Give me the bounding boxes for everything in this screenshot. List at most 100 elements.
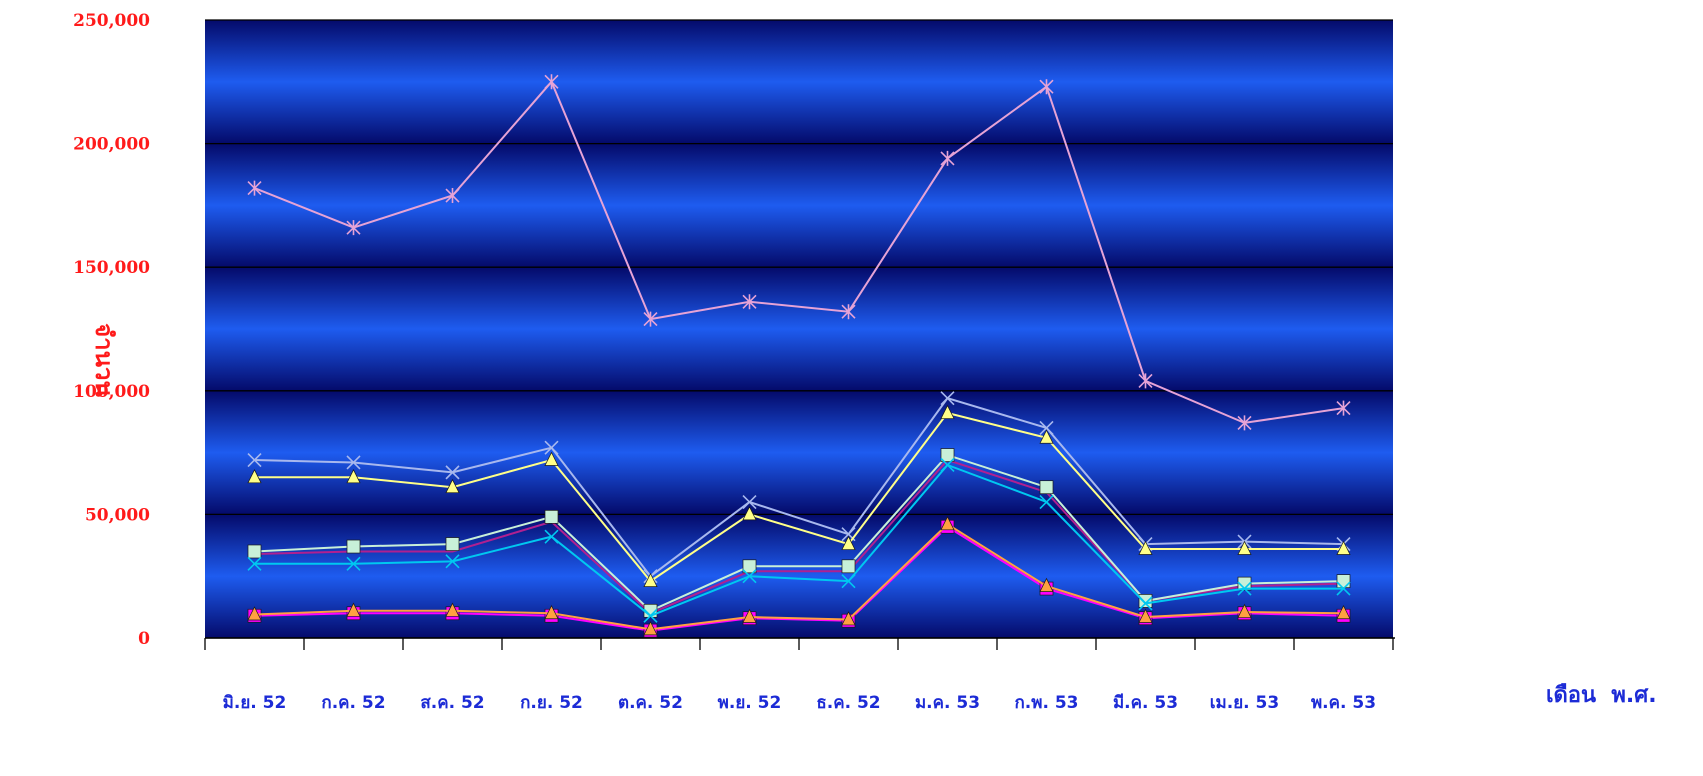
y-tick-label: 100,000 (73, 382, 150, 402)
data-point (940, 404, 955, 419)
data-point (1039, 494, 1054, 510)
data-point (940, 150, 955, 166)
data-point (1039, 420, 1054, 435)
x-axis-label: เดือน พ.ศ. (1546, 683, 1657, 708)
series-8 (247, 516, 1351, 636)
data-point (742, 608, 757, 623)
series-line (254, 525, 1344, 632)
data-point (1237, 603, 1252, 618)
x-tick-label: พ.ย. 52 (718, 693, 782, 713)
data-point (940, 391, 955, 406)
y-tick-label: 200,000 (73, 135, 150, 155)
data-point (346, 556, 361, 571)
data-point (1237, 415, 1252, 431)
plot-band (205, 20, 1393, 144)
data-point (544, 74, 559, 90)
data-point (1039, 480, 1054, 495)
plot-band (205, 143, 1393, 268)
data-point (247, 556, 262, 571)
x-tick-label: ส.ค. 52 (420, 693, 484, 713)
data-point (1039, 577, 1054, 592)
x-tick-label: มิ.ย. 52 (223, 693, 287, 713)
data-point (1336, 400, 1351, 416)
data-point (841, 611, 856, 626)
x-tick-label: ม.ค. 53 (915, 693, 980, 713)
data-point (1039, 429, 1054, 444)
data-point (346, 602, 361, 617)
data-point (1138, 596, 1153, 611)
plot-area (205, 20, 1393, 638)
data-point (346, 455, 361, 470)
data-point (1237, 540, 1252, 555)
series-line (254, 453, 1344, 612)
data-point (841, 559, 856, 574)
data-point (445, 465, 460, 480)
data-point (1237, 581, 1252, 596)
series-line (254, 397, 1344, 578)
x-tick-label: พ.ค. 53 (1311, 693, 1376, 713)
data-point (346, 539, 361, 554)
data-point (247, 606, 262, 621)
data-point (841, 304, 856, 320)
data-point (346, 469, 361, 484)
data-point (1336, 540, 1351, 555)
plot-band (205, 390, 1393, 515)
plot-band (205, 267, 1393, 391)
data-point (445, 537, 460, 551)
data-point (1138, 594, 1153, 608)
data-point (841, 574, 856, 589)
data-point (346, 220, 361, 236)
data-point (1336, 604, 1351, 620)
data-point (247, 544, 262, 559)
x-tick-label: ก.พ. 53 (1015, 693, 1079, 713)
data-point (1237, 576, 1252, 591)
data-point (544, 451, 559, 466)
x-tick-label: มี.ค. 53 (1113, 692, 1178, 713)
data-point (940, 448, 955, 462)
series-5 (247, 448, 1351, 618)
data-point (445, 602, 460, 617)
series-3 (247, 404, 1351, 587)
data-point (544, 440, 559, 455)
data-point (544, 604, 559, 620)
data-point (1138, 540, 1153, 555)
series-1 (247, 74, 1351, 431)
data-point (841, 535, 856, 550)
data-point (742, 494, 757, 510)
series-line (254, 411, 1344, 583)
x-tick-label: ก.ย. 52 (520, 693, 583, 713)
data-point (742, 559, 757, 574)
data-point (1336, 574, 1351, 588)
data-point (643, 608, 658, 623)
series-6 (247, 457, 1351, 623)
data-point (742, 506, 757, 521)
data-point (544, 510, 559, 524)
data-point (742, 294, 757, 310)
data-point (1138, 608, 1153, 623)
y-tick-label: 150,000 (73, 258, 150, 278)
data-point (1336, 581, 1351, 596)
data-point (445, 188, 460, 204)
x-tick-label: เม.ย. 53 (1210, 693, 1279, 713)
data-point (643, 572, 658, 587)
series-line (254, 463, 1344, 617)
data-point (742, 569, 757, 584)
x-tick-label: ก.ค. 52 (321, 693, 385, 713)
y-axis-label: จำนวน (90, 323, 118, 397)
data-point (247, 469, 262, 484)
series-line (254, 523, 1344, 631)
data-point (1138, 373, 1153, 389)
axes: 0 50,000 100,000 150,000 200,000 250,000 มิ.ย.… (73, 11, 1395, 713)
x-tick-label: ต.ค. 52 (618, 693, 683, 713)
x-tick-label: ธ.ค. 52 (816, 693, 880, 713)
data-point (1039, 79, 1054, 95)
data-point (247, 452, 262, 468)
y-tick-label: 250,000 (73, 11, 150, 31)
data-point (445, 478, 460, 494)
data-point (643, 311, 658, 327)
data-point (544, 529, 559, 544)
series-layer (247, 74, 1351, 638)
y-tick-label: 0 (138, 629, 150, 649)
y-tick-label: 50,000 (85, 505, 150, 525)
